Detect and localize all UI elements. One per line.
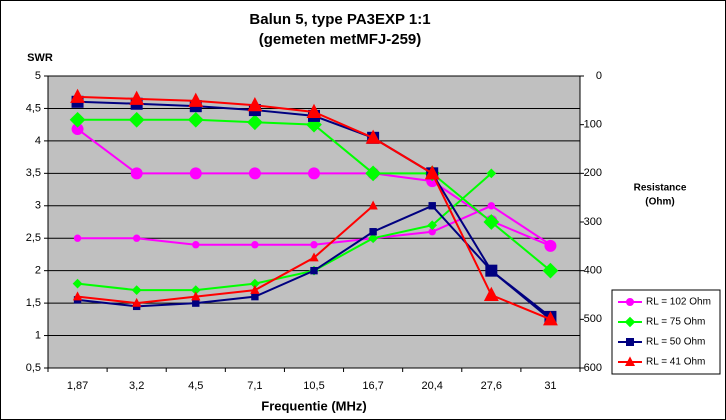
x-tick-label: 20,4 [422, 380, 443, 392]
marker [487, 202, 496, 210]
y-tick-label: 2 [35, 265, 41, 277]
marker [626, 298, 634, 306]
marker [192, 241, 200, 249]
x-tick-label: 31 [544, 380, 556, 392]
marker [132, 297, 142, 307]
x-tick-label: 16,7 [362, 380, 383, 392]
x-tick-label: 1,87 [67, 380, 88, 392]
marker [543, 311, 558, 326]
marker [483, 214, 500, 230]
marker [70, 88, 85, 103]
x-tick-label: 27,6 [481, 380, 502, 392]
y2-tick-label: 300 [584, 216, 602, 228]
y2-tick-label: 500 [584, 313, 602, 325]
marker [191, 291, 201, 301]
x-axis-label: Frequentie (MHz) [261, 398, 366, 413]
y-tick-label: 1 [35, 329, 41, 341]
marker [365, 165, 381, 182]
marker [542, 262, 559, 279]
marker [424, 165, 440, 180]
marker [128, 111, 145, 128]
y2-tick-label: 600 [584, 362, 602, 374]
legend-label: RL = 50 Ohm [646, 337, 705, 348]
marker [192, 299, 200, 307]
marker [129, 90, 145, 105]
marker [310, 266, 318, 275]
marker [251, 241, 259, 249]
y-tick-label: 2,5 [26, 232, 41, 244]
marker [624, 316, 636, 328]
series-line [77, 205, 374, 305]
y2-axis-label: Resistance [634, 183, 687, 194]
x-tick-label: 10,5 [303, 380, 324, 392]
marker [624, 356, 636, 366]
marker [483, 286, 499, 301]
marker [544, 239, 557, 252]
marker [310, 241, 318, 249]
marker [486, 168, 497, 179]
legend-label: RL = 75 Ohm [646, 317, 705, 328]
y-tick-label: 3 [35, 200, 41, 212]
marker [368, 200, 378, 210]
y-axis-label: SWR [27, 52, 53, 64]
marker [369, 228, 377, 236]
x-tick-label: 3,2 [129, 380, 144, 392]
y2-tick-label: 400 [584, 265, 602, 277]
y2-tick-label: 0 [596, 70, 602, 82]
marker [73, 234, 82, 242]
marker [365, 129, 381, 144]
y-tick-label: 4,5 [26, 102, 41, 114]
marker [309, 252, 319, 262]
marker [72, 278, 83, 289]
marker [188, 92, 204, 107]
marker [250, 284, 260, 294]
marker [248, 167, 261, 180]
y-tick-label: 0,5 [26, 362, 41, 374]
marker [189, 167, 202, 180]
x-tick-label: 4,5 [188, 380, 203, 392]
y-tick-label: 4 [35, 135, 41, 147]
marker [428, 202, 436, 210]
chart-title: Balun 5, type PA3EXP 1:1 [249, 11, 430, 28]
marker [69, 111, 86, 128]
marker [626, 338, 634, 346]
marker [132, 234, 141, 242]
marker [427, 220, 438, 231]
legend-label: RL = 41 Ohm [646, 357, 705, 368]
marker [368, 233, 378, 244]
y2-tick-label: 100 [584, 119, 602, 131]
y2-tick-label: 200 [584, 167, 602, 179]
y-tick-label: 3,5 [26, 167, 41, 179]
series-line [77, 172, 492, 292]
marker [251, 292, 259, 301]
marker [247, 114, 263, 131]
marker [308, 167, 320, 180]
y2-axis-label: (Ohm) [645, 197, 674, 208]
y-tick-label: 5 [35, 70, 41, 82]
marker [130, 167, 143, 180]
y-tick-label: 1,5 [26, 297, 41, 309]
marker [187, 111, 204, 128]
chart-title: (gemeten metMFJ-259) [259, 31, 422, 48]
legend-label: RL = 102 Ohm [646, 297, 711, 308]
marker [306, 116, 322, 133]
marker [72, 291, 83, 301]
marker [485, 264, 498, 277]
x-tick-label: 7,1 [247, 380, 262, 392]
marker [306, 103, 322, 119]
marker [131, 285, 142, 296]
marker [247, 96, 263, 112]
